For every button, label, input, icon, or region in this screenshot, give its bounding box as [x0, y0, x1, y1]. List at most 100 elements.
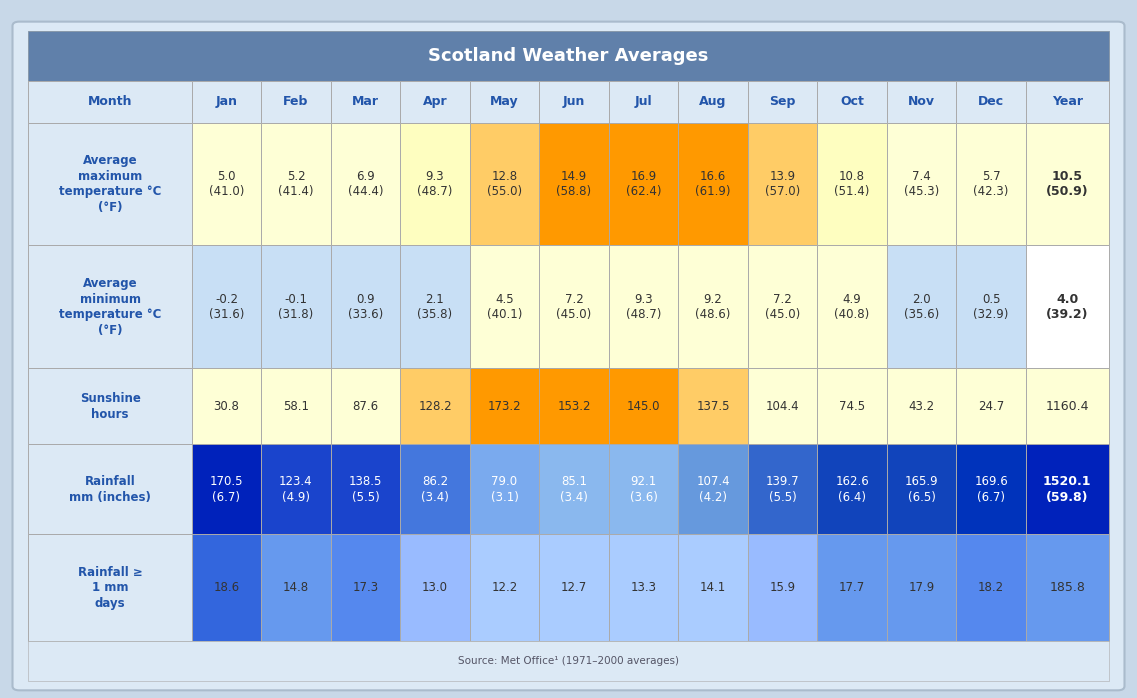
Bar [608, 246, 679, 369]
Text: May: May [490, 96, 518, 108]
Bar [887, 246, 956, 369]
Text: 0.9
(33.6): 0.9 (33.6) [348, 292, 383, 321]
Text: 139.7
(5.5): 139.7 (5.5) [765, 475, 799, 503]
Text: 4.0
(39.2): 4.0 (39.2) [1046, 292, 1088, 321]
Text: 14.8: 14.8 [283, 581, 309, 594]
Text: Feb: Feb [283, 96, 308, 108]
Bar [470, 246, 539, 369]
Text: Jan: Jan [216, 96, 238, 108]
Bar [331, 81, 400, 123]
Text: 7.4
(45.3): 7.4 (45.3) [904, 170, 939, 198]
Bar [470, 81, 539, 123]
Bar [1026, 534, 1109, 641]
Text: Dec: Dec [978, 96, 1004, 108]
Bar [262, 534, 331, 641]
Bar [470, 369, 539, 445]
Bar [679, 123, 748, 246]
Text: 165.9
(6.5): 165.9 (6.5) [905, 475, 938, 503]
Bar [262, 445, 331, 534]
Bar [192, 81, 262, 123]
Text: -0.2
(31.6): -0.2 (31.6) [209, 292, 244, 321]
Bar [539, 445, 608, 534]
Bar [887, 369, 956, 445]
Bar [748, 246, 818, 369]
Text: Jun: Jun [563, 96, 586, 108]
Text: Source: Met Office¹ (1971–2000 averages): Source: Met Office¹ (1971–2000 averages) [458, 656, 679, 666]
Bar [956, 534, 1026, 641]
Text: 9.3
(48.7): 9.3 (48.7) [625, 292, 662, 321]
Bar [28, 81, 192, 123]
Bar [956, 81, 1026, 123]
Bar [818, 369, 887, 445]
Bar [956, 123, 1026, 246]
Bar [1026, 123, 1109, 246]
Bar [608, 123, 679, 246]
Text: 24.7: 24.7 [978, 400, 1004, 413]
Text: 86.2
(3.4): 86.2 (3.4) [421, 475, 449, 503]
Text: 5.2
(41.4): 5.2 (41.4) [279, 170, 314, 198]
Bar [400, 534, 470, 641]
Bar [1026, 81, 1109, 123]
Text: Rainfall ≥
1 mm
days: Rainfall ≥ 1 mm days [77, 565, 142, 609]
Text: 7.2
(45.0): 7.2 (45.0) [765, 292, 800, 321]
Bar [262, 81, 331, 123]
Text: 13.9
(57.0): 13.9 (57.0) [765, 170, 800, 198]
Text: 10.5
(50.9): 10.5 (50.9) [1046, 170, 1088, 198]
Bar [539, 246, 608, 369]
Text: -0.1
(31.8): -0.1 (31.8) [279, 292, 314, 321]
Bar [1026, 369, 1109, 445]
Text: 153.2: 153.2 [557, 400, 591, 413]
Text: 162.6
(6.4): 162.6 (6.4) [836, 475, 869, 503]
Text: 79.0
(3.1): 79.0 (3.1) [490, 475, 518, 503]
Bar [262, 369, 331, 445]
Bar [331, 445, 400, 534]
Bar [400, 369, 470, 445]
Bar [818, 246, 887, 369]
Text: 104.4: 104.4 [765, 400, 799, 413]
Text: 12.2: 12.2 [491, 581, 517, 594]
Text: 14.9
(58.8): 14.9 (58.8) [556, 170, 591, 198]
Bar [470, 445, 539, 534]
Text: 0.5
(32.9): 0.5 (32.9) [973, 292, 1009, 321]
Bar [679, 369, 748, 445]
Text: 123.4
(4.9): 123.4 (4.9) [280, 475, 313, 503]
Text: 18.2: 18.2 [978, 581, 1004, 594]
Text: 9.3
(48.7): 9.3 (48.7) [417, 170, 453, 198]
Bar [1026, 445, 1109, 534]
Text: 43.2: 43.2 [908, 400, 935, 413]
Text: Average
maximum
temperature °C
(°F): Average maximum temperature °C (°F) [59, 154, 161, 214]
Text: 16.6
(61.9): 16.6 (61.9) [696, 170, 731, 198]
Text: Year: Year [1052, 96, 1082, 108]
Text: 58.1: 58.1 [283, 400, 309, 413]
Bar [28, 534, 192, 641]
Text: 4.5
(40.1): 4.5 (40.1) [487, 292, 522, 321]
Text: 1520.1
(59.8): 1520.1 (59.8) [1043, 475, 1092, 503]
Text: 10.8
(51.4): 10.8 (51.4) [835, 170, 870, 198]
Text: 170.5
(6.7): 170.5 (6.7) [209, 475, 243, 503]
Text: Oct: Oct [840, 96, 864, 108]
Bar [818, 445, 887, 534]
Text: Jul: Jul [634, 96, 653, 108]
Bar [192, 246, 262, 369]
Text: 137.5: 137.5 [696, 400, 730, 413]
Bar [539, 369, 608, 445]
Bar [679, 445, 748, 534]
Text: Aug: Aug [699, 96, 727, 108]
Text: 74.5: 74.5 [839, 400, 865, 413]
Text: 185.8: 185.8 [1049, 581, 1085, 594]
Bar [262, 123, 331, 246]
Text: 9.2
(48.6): 9.2 (48.6) [696, 292, 731, 321]
Text: 15.9: 15.9 [770, 581, 796, 594]
Bar [748, 123, 818, 246]
Text: 92.1
(3.6): 92.1 (3.6) [630, 475, 657, 503]
Text: 6.9
(44.4): 6.9 (44.4) [348, 170, 383, 198]
Text: 5.7
(42.3): 5.7 (42.3) [973, 170, 1009, 198]
Bar [887, 534, 956, 641]
Bar [956, 246, 1026, 369]
Text: 17.7: 17.7 [839, 581, 865, 594]
Bar [818, 81, 887, 123]
Bar [1026, 246, 1109, 369]
Bar [400, 246, 470, 369]
Text: 169.6
(6.7): 169.6 (6.7) [974, 475, 1007, 503]
Bar [262, 246, 331, 369]
